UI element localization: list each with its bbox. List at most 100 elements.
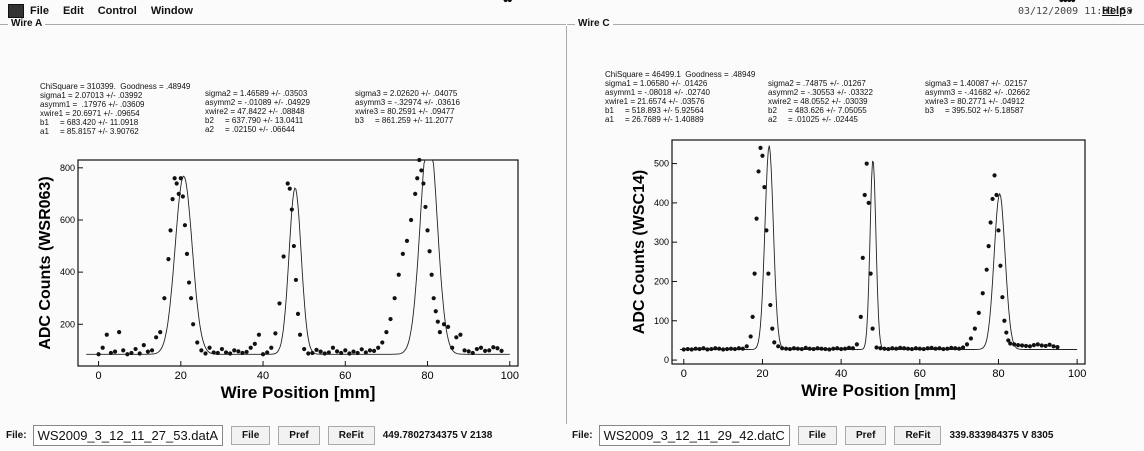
data-point — [478, 345, 484, 350]
data-point — [437, 330, 442, 335]
file-field[interactable]: WS2009_3_12_11_29_42.datC — [598, 424, 790, 446]
data-point — [462, 348, 467, 353]
data-point — [188, 296, 194, 301]
data-point — [380, 340, 385, 345]
file-bar-c: File: WS2009_3_12_11_29_42.datC File Pre… — [572, 420, 1142, 450]
data-point — [219, 346, 225, 352]
data-point — [384, 330, 389, 335]
data-point — [289, 207, 294, 212]
fit-results-mid: sigma2 = .74875 +/- .01267 asymm2 = -.30… — [768, 79, 873, 124]
data-point — [334, 349, 340, 354]
data-point — [154, 335, 159, 340]
panel-wire-a: Wire A — [0, 18, 566, 29]
data-point — [371, 348, 377, 353]
data-point — [273, 331, 278, 336]
data-point — [322, 351, 327, 356]
refit-button[interactable]: ReFit — [327, 425, 375, 445]
data-point — [306, 351, 311, 356]
data-point — [310, 350, 315, 356]
data-point — [491, 345, 496, 350]
data-point — [347, 351, 352, 356]
menu-window[interactable]: Window — [150, 5, 193, 17]
data-point — [129, 350, 134, 356]
data-point — [170, 197, 175, 202]
menu-edit[interactable]: Edit — [62, 5, 84, 17]
data-point — [419, 168, 424, 173]
y-tick-label: 600 — [60, 215, 75, 225]
data-point — [176, 191, 181, 196]
data-point — [166, 256, 171, 262]
x-axis-label: Wire Position [mm] — [221, 383, 376, 402]
y-tick-label: 800 — [60, 163, 75, 173]
data-point — [408, 217, 414, 223]
data-point — [429, 272, 434, 277]
data-point — [252, 341, 257, 346]
fit-results-mid: sigma2 = 1.46589 +/- .03503 asymm2 = -.0… — [205, 89, 310, 134]
data-point — [507, 0, 512, 3]
menu-file[interactable]: File — [30, 5, 49, 17]
data-point — [285, 181, 290, 186]
file-field[interactable]: WS2009_3_12_11_27_53.datA — [32, 424, 224, 446]
data-point — [367, 348, 373, 353]
file-label: File: — [6, 429, 27, 441]
y-axis-label: ADC Counts (WSR063) — [37, 176, 54, 349]
data-point — [125, 352, 130, 357]
file-button[interactable]: File — [231, 425, 271, 445]
fit-results-right: sigma3 = 2.02620 +/- .04075 asymm3 = -.3… — [355, 89, 460, 125]
data-point — [400, 251, 405, 256]
data-point — [355, 350, 360, 356]
data-point — [445, 324, 451, 329]
data-point — [174, 181, 179, 186]
data-point — [244, 349, 249, 355]
fit-results-left: ChiSquare = 46499.1 Goodness = .48949 si… — [605, 70, 756, 124]
data-point — [211, 350, 216, 355]
data-point — [466, 349, 471, 354]
y-tick-label: 400 — [60, 267, 75, 277]
data-point — [423, 204, 428, 210]
data-point — [195, 340, 200, 345]
file-button[interactable]: File — [797, 425, 837, 445]
data-point — [404, 238, 410, 243]
data-point — [318, 349, 323, 354]
data-point — [326, 350, 331, 355]
chevron-down-icon[interactable]: ▾ — [1128, 6, 1133, 16]
data-point — [287, 186, 292, 191]
data-point — [376, 345, 381, 350]
data-point — [184, 251, 190, 256]
data-point — [180, 194, 185, 199]
data-point — [417, 157, 422, 163]
menu-control[interactable]: Control — [97, 5, 137, 17]
data-point — [223, 350, 229, 355]
data-point — [104, 332, 109, 337]
y-tick-label: 200 — [60, 319, 75, 329]
data-point — [441, 322, 447, 327]
voltage-readout: 449.7802734375 V 2138 — [382, 429, 493, 441]
fit-results-left: ChiSquare = 310399. Goodness = .48949 si… — [40, 82, 191, 136]
pref-button[interactable]: Pref — [844, 425, 887, 445]
data-point — [431, 296, 436, 301]
data-point — [232, 348, 237, 353]
x-tick-label: 60 — [339, 370, 351, 382]
data-point — [112, 349, 118, 354]
data-point — [260, 352, 266, 357]
data-point — [182, 223, 188, 228]
data-point — [108, 350, 113, 356]
voltage-readout: 339.833984375 V 8305 — [949, 429, 1054, 441]
data-point — [236, 349, 241, 354]
data-point — [240, 350, 245, 356]
data-point — [474, 346, 479, 352]
data-point — [433, 309, 438, 314]
data-point — [145, 349, 151, 354]
data-point — [162, 296, 167, 301]
menu-help[interactable]: Help — [1102, 5, 1126, 17]
refit-button[interactable]: ReFit — [894, 425, 942, 445]
data-point — [297, 332, 303, 337]
data-point — [435, 319, 440, 324]
data-point — [137, 351, 142, 356]
pref-button[interactable]: Pref — [278, 425, 320, 445]
data-point — [427, 249, 432, 254]
panel-wire-c: Wire C — [567, 18, 1144, 29]
data-point — [256, 332, 262, 337]
data-point — [413, 191, 418, 196]
